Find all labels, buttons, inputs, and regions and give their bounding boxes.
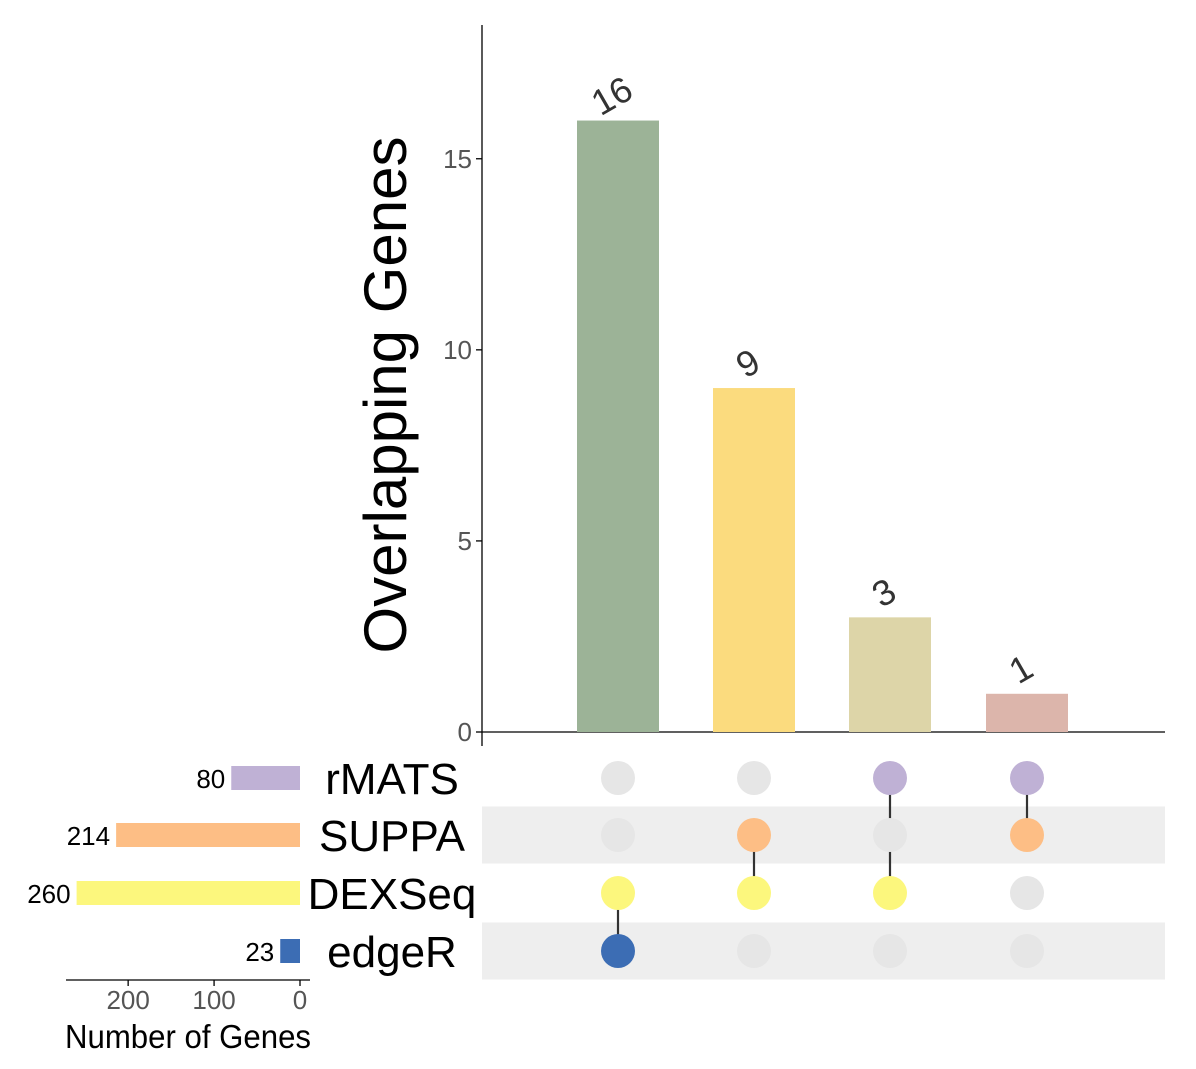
matrix-dot-inactive <box>873 818 907 852</box>
matrix-dot-inactive <box>601 761 635 795</box>
matrix-row-stripe <box>482 806 1165 864</box>
bar-value-label: 9 <box>729 340 767 386</box>
set-size-bar <box>280 939 300 963</box>
matrix-dot-inactive <box>1010 876 1044 910</box>
y-tick-label: 10 <box>443 335 472 365</box>
intersection-bar <box>986 693 1068 732</box>
set-size-tick-label: 0 <box>293 985 307 1015</box>
matrix-dot-active <box>737 818 771 852</box>
set-size-bar <box>231 766 300 790</box>
set-labels: rMATS SUPPA DEXSeq edgeR <box>308 755 477 977</box>
matrix-dot-inactive <box>873 934 907 968</box>
intersection-bar <box>849 617 931 732</box>
y-axis-title: Overlapping Genes <box>352 137 419 654</box>
set-size-tick-label: 200 <box>106 985 149 1015</box>
matrix-dot-inactive <box>737 934 771 968</box>
intersection-y-axis: 0 5 10 15 <box>443 25 1165 747</box>
set-size-value: 260 <box>27 879 70 909</box>
set-name-label: DEXSeq <box>308 870 477 919</box>
set-size-axis: 200 100 0 <box>66 979 310 1015</box>
matrix-row-stripe <box>482 922 1165 980</box>
y-tick-label: 5 <box>458 526 472 556</box>
set-size-bar <box>76 881 300 905</box>
matrix-dot-active <box>1010 818 1044 852</box>
set-name-label: SUPPA <box>319 812 466 861</box>
matrix-dot-active <box>873 761 907 795</box>
y-tick-label: 0 <box>458 717 472 747</box>
set-size-value: 214 <box>67 821 110 851</box>
matrix-row-stripes <box>482 806 1165 980</box>
matrix-dot-active <box>1010 761 1044 795</box>
set-size-value: 80 <box>196 764 225 794</box>
set-size-value: 23 <box>245 937 274 967</box>
set-size-tick-label: 100 <box>192 985 235 1015</box>
y-tick-label: 15 <box>443 144 472 174</box>
bar-value-label: 1 <box>1002 646 1040 692</box>
intersection-matrix <box>601 761 1044 968</box>
matrix-dot-active <box>601 876 635 910</box>
set-size-bars: 80 214 260 23 <box>27 764 300 967</box>
bar-value-label: 3 <box>865 570 903 616</box>
intersection-bars: 16 9 3 1 <box>577 68 1068 733</box>
set-name-label: rMATS <box>325 755 459 804</box>
matrix-dot-inactive <box>601 818 635 852</box>
matrix-dot-active <box>873 876 907 910</box>
matrix-dot-active <box>737 876 771 910</box>
matrix-dot-inactive <box>737 761 771 795</box>
set-name-label: edgeR <box>327 928 457 977</box>
set-size-axis-title: Number of Genes <box>65 1018 311 1055</box>
intersection-bar <box>713 388 795 732</box>
bar-value-label: 16 <box>584 68 639 124</box>
set-size-bar <box>116 823 300 847</box>
intersection-bar <box>577 120 659 733</box>
matrix-dot-inactive <box>1010 934 1044 968</box>
matrix-dot-active <box>601 934 635 968</box>
